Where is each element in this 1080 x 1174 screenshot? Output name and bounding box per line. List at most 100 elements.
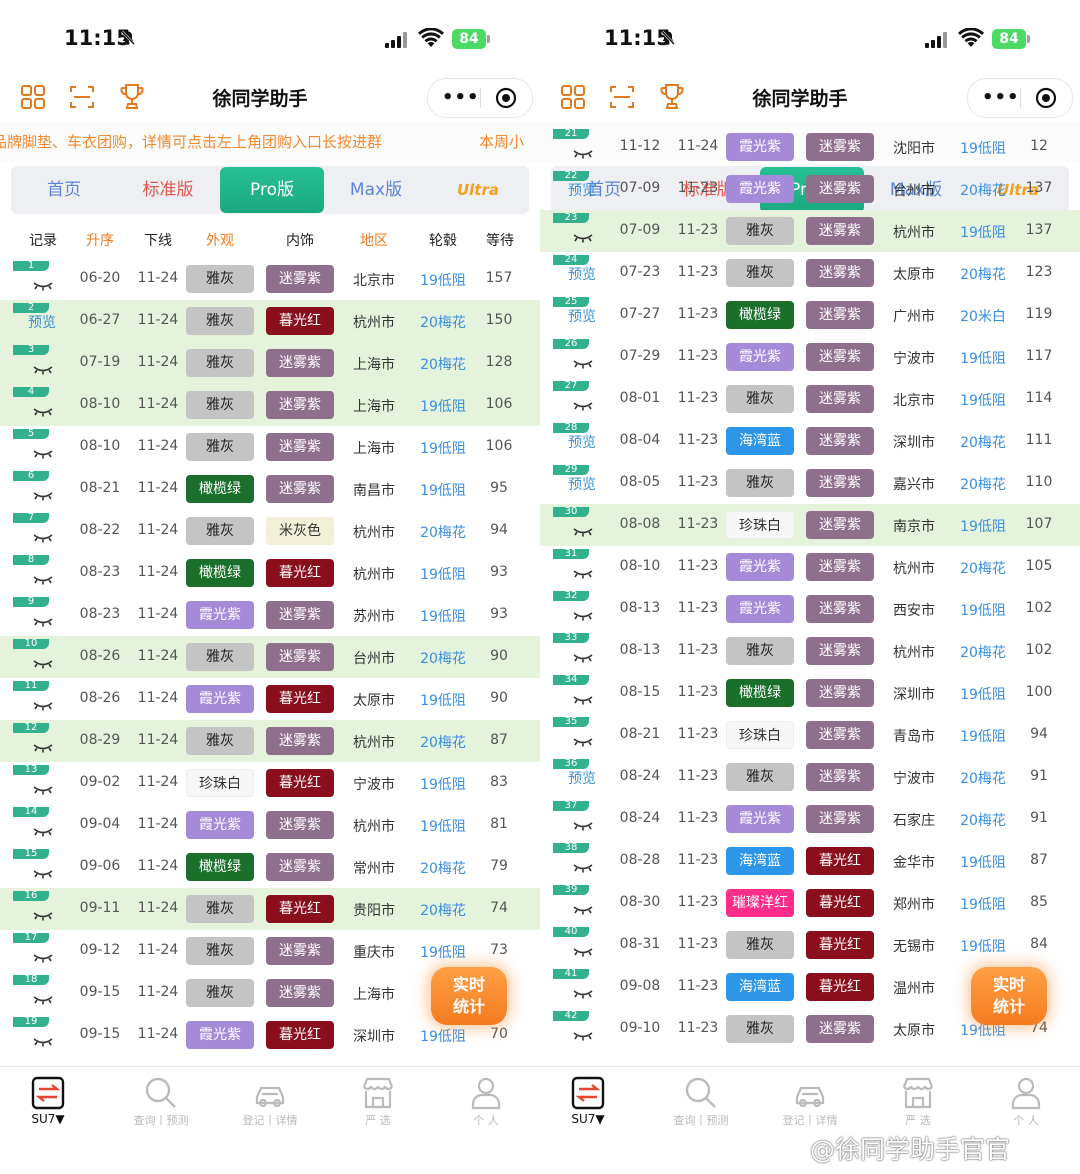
table-row[interactable]: 16 09-11 11-24 雅灰 暮光红 贵阳市 20梅花 74 [0, 888, 540, 930]
table-row[interactable]: 39 08-30 11-23 璀璨洋红 暮光红 郑州市 19低阻 85 [540, 882, 1080, 924]
closed-eye-icon[interactable] [572, 354, 594, 369]
table-row[interactable]: 25 预览 07-27 11-23 橄榄绿 迷雾紫 广州市 20米白 119 [540, 294, 1080, 336]
table-row[interactable]: 24 预览 07-23 11-23 雅灰 迷雾紫 太原市 20梅花 123 [540, 252, 1080, 294]
scan-icon[interactable] [67, 82, 97, 112]
trophy-icon[interactable] [117, 82, 147, 112]
closed-eye-icon[interactable] [572, 1026, 594, 1041]
closed-eye-icon[interactable] [32, 822, 54, 837]
tab-standard[interactable]: 标准版 [682, 180, 734, 200]
closed-eye-icon[interactable] [32, 1032, 54, 1047]
table-row[interactable]: 9 08-23 11-24 霞光紫 迷雾紫 苏州市 19低阻 93 [0, 594, 540, 636]
table-row[interactable]: 32 08-13 11-23 霞光紫 迷雾紫 西安市 19低阻 102 [540, 588, 1080, 630]
table-row[interactable]: 22 预览 07-09 11-23 霞光紫 迷雾紫 台州市 20梅花 137 [540, 168, 1080, 210]
tab-ultra[interactable]: Ultra [456, 181, 499, 199]
table-row[interactable]: 36 预览 08-24 11-23 雅灰 迷雾紫 宁波市 20梅花 91 [540, 756, 1080, 798]
table-row[interactable]: 42 09-10 11-23 雅灰 迷雾紫 太原市 19低阻 74 [540, 1008, 1080, 1050]
table-row[interactable]: 8 08-23 11-24 橄榄绿 暮光红 杭州市 19低阻 93 [0, 552, 540, 594]
closed-eye-icon[interactable] [572, 816, 594, 831]
table-row[interactable]: 13 09-02 11-24 珍珠白 暮光红 宁波市 19低阻 83 [0, 762, 540, 804]
close-miniprogram-icon[interactable] [1035, 87, 1057, 109]
closed-eye-icon[interactable] [572, 564, 594, 579]
table-row[interactable]: 14 09-04 11-24 霞光紫 迷雾紫 杭州市 19低阻 81 [0, 804, 540, 846]
closed-eye-icon[interactable] [32, 780, 54, 795]
tab-home[interactable]: 首页 [587, 180, 621, 200]
closed-eye-icon[interactable] [32, 276, 54, 291]
closed-eye-icon[interactable] [572, 522, 594, 537]
more-options-icon[interactable]: ••• [442, 87, 480, 108]
close-miniprogram-icon[interactable] [495, 87, 517, 109]
table-row[interactable]: 27 08-01 11-23 雅灰 迷雾紫 北京市 19低阻 114 [540, 378, 1080, 420]
closed-eye-icon[interactable] [32, 990, 54, 1005]
tab-home[interactable]: 首页 [47, 180, 81, 200]
grid-menu-icon[interactable] [558, 82, 588, 112]
table-row[interactable]: 6 08-21 11-24 橄榄绿 迷雾紫 南昌市 19低阻 95 [0, 468, 540, 510]
table-row[interactable]: 26 07-29 11-23 霞光紫 迷雾紫 宁波市 19低阻 117 [540, 336, 1080, 378]
table-row[interactable]: 40 08-31 11-23 雅灰 暮光红 无锡市 19低阻 84 [540, 924, 1080, 966]
closed-eye-icon[interactable] [32, 948, 54, 963]
tab-pro[interactable]: Pro版 [220, 167, 324, 213]
closed-eye-icon[interactable] [32, 738, 54, 753]
closed-eye-icon[interactable] [32, 360, 54, 375]
preview-link[interactable]: 预览 [568, 309, 596, 325]
closed-eye-icon[interactable] [32, 570, 54, 585]
realtime-stats-button[interactable]: 实时 统计 [971, 967, 1047, 1025]
closed-eye-icon[interactable] [572, 396, 594, 411]
closed-eye-icon[interactable] [32, 612, 54, 627]
table-row[interactable]: 19 09-15 11-24 霞光紫 暮光红 深圳市 19低阻 70 [0, 1014, 540, 1056]
closed-eye-icon[interactable] [572, 690, 594, 705]
closed-eye-icon[interactable] [572, 942, 594, 957]
tab-ultra[interactable]: Ultra [996, 181, 1039, 199]
preview-link[interactable]: 预览 [568, 183, 596, 199]
closed-eye-icon[interactable] [32, 906, 54, 921]
realtime-stats-button[interactable]: 实时 统计 [431, 967, 507, 1025]
table-row[interactable]: 35 08-21 11-23 珍珠白 迷雾紫 青岛市 19低阻 94 [540, 714, 1080, 756]
grid-menu-icon[interactable] [18, 82, 48, 112]
table-row[interactable]: 2 预览 06-27 11-24 雅灰 暮光红 杭州市 20梅花 150 [0, 300, 540, 342]
tab-max[interactable]: Max版 [349, 180, 403, 200]
closed-eye-icon[interactable] [572, 858, 594, 873]
table-row[interactable]: 17 09-12 11-24 雅灰 迷雾紫 重庆市 19低阻 73 [0, 930, 540, 972]
header-exterior[interactable]: 外观 [206, 233, 234, 249]
table-row[interactable]: 33 08-13 11-23 雅灰 迷雾紫 杭州市 20梅花 102 [540, 630, 1080, 672]
closed-eye-icon[interactable] [572, 732, 594, 747]
table-row[interactable]: 29 预览 08-05 11-23 雅灰 迷雾紫 嘉兴市 20梅花 110 [540, 462, 1080, 504]
preview-link[interactable]: 预览 [568, 435, 596, 451]
preview-link[interactable]: 预览 [28, 315, 56, 331]
closed-eye-icon[interactable] [572, 648, 594, 663]
table-row[interactable]: 5 08-10 11-24 雅灰 迷雾紫 上海市 19低阻 106 [0, 426, 540, 468]
closed-eye-icon[interactable] [32, 444, 54, 459]
table-row[interactable]: 11 08-26 11-24 霞光紫 暮光红 太原市 19低阻 90 [0, 678, 540, 720]
closed-eye-icon[interactable] [32, 486, 54, 501]
table-row[interactable]: 31 08-10 11-23 霞光紫 迷雾紫 杭州市 20梅花 105 [540, 546, 1080, 588]
closed-eye-icon[interactable] [572, 900, 594, 915]
scan-icon[interactable] [607, 82, 637, 112]
table-row[interactable]: 1 06-20 11-24 雅灰 迷雾紫 北京市 19低阻 157 [0, 258, 540, 300]
more-options-icon[interactable]: ••• [982, 87, 1020, 108]
table-row[interactable]: 34 08-15 11-23 橄榄绿 迷雾紫 深圳市 19低阻 100 [540, 672, 1080, 714]
preview-link[interactable]: 预览 [568, 771, 596, 787]
table-row[interactable]: 28 预览 08-04 11-23 海湾蓝 迷雾紫 深圳市 20梅花 111 [540, 420, 1080, 462]
trophy-icon[interactable] [657, 82, 687, 112]
table-row[interactable]: 30 08-08 11-23 珍珠白 迷雾紫 南京市 19低阻 107 [540, 504, 1080, 546]
table-row[interactable]: 23 07-09 11-23 雅灰 迷雾紫 杭州市 19低阻 137 [540, 210, 1080, 252]
header-region[interactable]: 地区 [360, 233, 388, 249]
table-row[interactable]: 7 08-22 11-24 雅灰 米灰色 杭州市 20梅花 94 [0, 510, 540, 552]
closed-eye-icon[interactable] [32, 696, 54, 711]
preview-link[interactable]: 预览 [568, 267, 596, 283]
table-row[interactable]: 4 08-10 11-24 雅灰 迷雾紫 上海市 19低阻 106 [0, 384, 540, 426]
closed-eye-icon[interactable] [32, 654, 54, 669]
table-row[interactable]: 38 08-28 11-23 海湾蓝 暮光红 金华市 19低阻 87 [540, 840, 1080, 882]
table-row[interactable]: 37 08-24 11-23 霞光紫 迷雾紫 石家庄 20梅花 91 [540, 798, 1080, 840]
table-row[interactable]: 12 08-29 11-24 雅灰 迷雾紫 杭州市 20梅花 87 [0, 720, 540, 762]
closed-eye-icon[interactable] [572, 144, 594, 159]
closed-eye-icon[interactable] [32, 402, 54, 417]
closed-eye-icon[interactable] [572, 228, 594, 243]
closed-eye-icon[interactable] [572, 606, 594, 621]
preview-link[interactable]: 预览 [568, 477, 596, 493]
tab-max[interactable]: Max版 [889, 180, 943, 200]
table-row[interactable]: 3 07-19 11-24 雅灰 迷雾紫 上海市 20梅花 128 [0, 342, 540, 384]
header-sort-asc[interactable]: 升序 [86, 233, 114, 249]
closed-eye-icon[interactable] [32, 528, 54, 543]
tab-standard[interactable]: 标准版 [142, 180, 194, 200]
